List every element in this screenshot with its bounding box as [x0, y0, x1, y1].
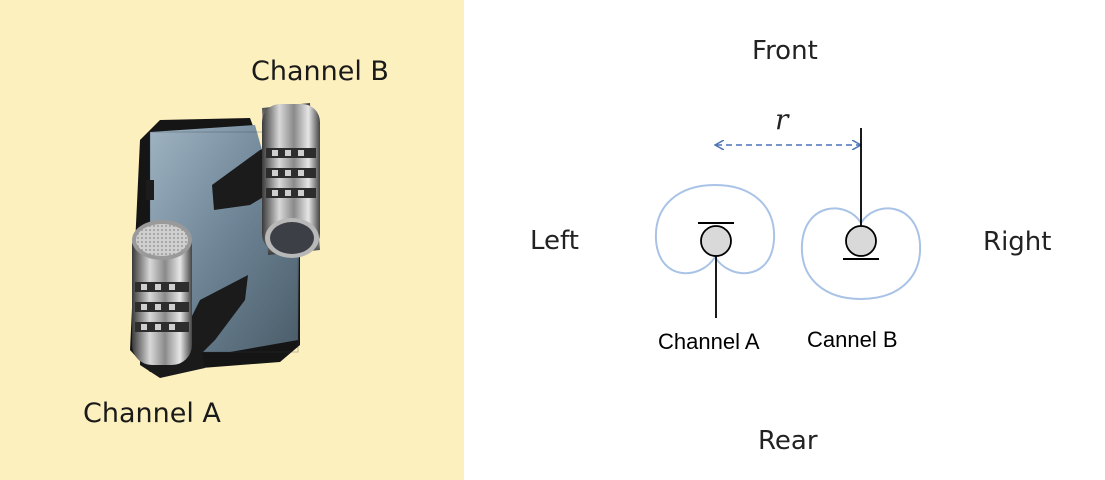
microphone-render-panel: Channel B Channel A [0, 0, 464, 480]
channel-b-capsule [262, 103, 320, 258]
channel-a-cardioid [654, 183, 776, 275]
distance-symbol: r [775, 103, 789, 136]
channel-a-photo-label: Channel A [83, 398, 221, 429]
channel-b-photo-label: Channel B [251, 56, 389, 87]
channel-a-mic-capsule [700, 225, 732, 257]
channel-a-capsule [132, 220, 192, 365]
channel-b-diagram-label: Cannel B [807, 327, 898, 352]
left-label: Left [530, 226, 579, 256]
rear-label: Rear [758, 426, 818, 456]
channel-b-mic-capsule [845, 225, 877, 257]
channel-b-cardioid [800, 207, 922, 301]
right-label: Right [983, 227, 1052, 257]
polar-pattern-diagram: Front Rear Left Right r Channel A Cannel… [464, 0, 1105, 480]
channel-a-diagram-label: Channel A [658, 329, 760, 354]
front-label: Front [752, 36, 818, 66]
stereo-microphone-render [130, 103, 320, 378]
polar-pattern-drawing [654, 128, 922, 318]
